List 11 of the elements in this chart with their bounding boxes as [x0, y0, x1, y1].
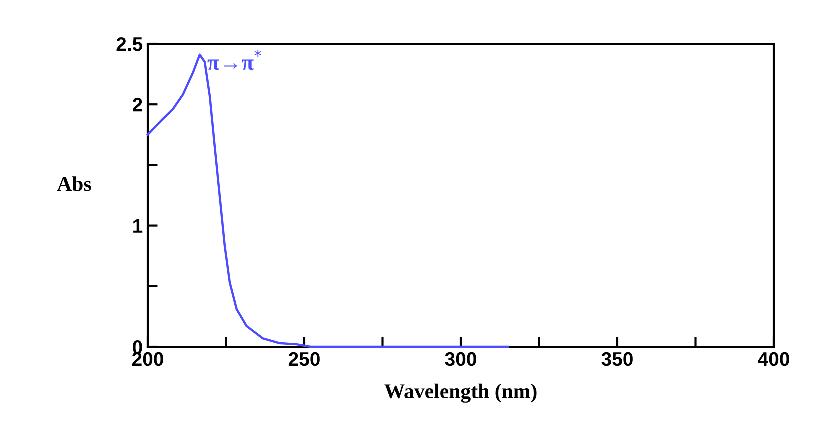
- y-axis-title: Abs: [57, 176, 92, 192]
- x-tick-label: 200: [132, 352, 164, 366]
- annotation: π→π$^{*}$: [208, 50, 262, 70]
- x-tick-label: 250: [288, 352, 320, 366]
- x-tick-label: 400: [758, 352, 790, 366]
- x-tick-label: 350: [602, 352, 633, 366]
- y-tick-label: 2.5: [116, 37, 143, 52]
- x-axis-title: Wavelength (nm): [384, 384, 537, 403]
- y-tick-label: 1: [134, 219, 143, 233]
- y-tick-label: 2: [133, 98, 142, 112]
- x-tick-label: 300: [445, 352, 476, 366]
